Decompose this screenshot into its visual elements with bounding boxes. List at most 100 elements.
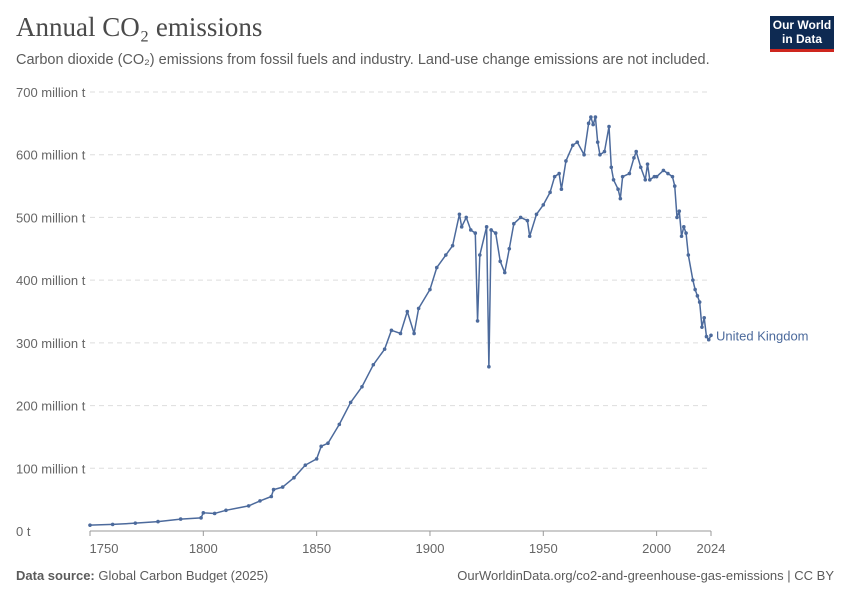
series-label: United Kingdom xyxy=(716,328,809,343)
data-point xyxy=(269,494,274,499)
data-point xyxy=(280,485,285,489)
data-point xyxy=(589,115,593,119)
data-point xyxy=(618,196,623,201)
data-point xyxy=(634,149,639,154)
data-point xyxy=(598,152,602,157)
data-point xyxy=(684,231,688,235)
data-point xyxy=(405,309,410,314)
data-point xyxy=(677,209,682,213)
data-point xyxy=(700,325,704,329)
x-tick-label: 1800 xyxy=(189,541,218,556)
x-tick-label: 1850 xyxy=(302,541,331,556)
data-point xyxy=(468,228,473,232)
data-point xyxy=(602,149,607,154)
data-point xyxy=(459,225,464,229)
data-point xyxy=(666,171,670,176)
data-point xyxy=(434,265,439,270)
data-point xyxy=(527,234,532,239)
data-point xyxy=(512,221,516,226)
data-point xyxy=(643,178,648,182)
x-tick-label: 1950 xyxy=(529,541,558,556)
data-point xyxy=(199,516,203,520)
data-point xyxy=(582,152,586,157)
data-point xyxy=(706,337,711,342)
data-point xyxy=(110,522,115,527)
data-point xyxy=(552,174,557,179)
y-tick-label: 100 million t xyxy=(16,461,86,476)
data-point xyxy=(473,231,478,235)
data-point xyxy=(593,115,598,119)
y-tick-label: 600 million t xyxy=(16,148,86,163)
data-point xyxy=(337,422,342,427)
data-point xyxy=(133,521,138,525)
data-point xyxy=(682,225,686,229)
data-point xyxy=(616,187,620,192)
data-point xyxy=(303,463,308,467)
data-point xyxy=(570,143,575,148)
series-line-united-kingdom xyxy=(89,116,712,526)
x-tick-label: 1750 xyxy=(90,541,119,556)
data-point xyxy=(314,457,319,461)
data-point xyxy=(591,122,595,127)
data-point xyxy=(360,384,364,389)
x-tick-label: 2024 xyxy=(697,541,726,556)
data-point xyxy=(559,187,564,192)
data-point xyxy=(670,174,675,179)
data-point xyxy=(697,300,702,304)
data-point xyxy=(246,504,251,508)
y-tick-label: 400 million t xyxy=(16,273,86,288)
x-tick-label: 1900 xyxy=(416,541,445,556)
data-point xyxy=(498,259,503,264)
data-point xyxy=(88,523,92,527)
footer-url[interactable]: OurWorldinData.org/co2-and-greenhouse-ga… xyxy=(457,568,834,583)
data-point xyxy=(638,165,643,170)
data-point xyxy=(586,121,591,126)
data-point xyxy=(389,328,394,333)
data-point xyxy=(319,444,323,449)
data-point xyxy=(464,215,469,220)
data-point xyxy=(704,334,709,339)
data-point xyxy=(686,253,691,257)
data-point xyxy=(475,319,480,323)
source-label: Data source: xyxy=(16,568,95,583)
chart-title: Annual CO₂ emissions xyxy=(16,12,263,42)
owid-logo[interactable]: Our World in Data xyxy=(770,16,834,52)
data-point xyxy=(489,228,493,232)
data-point xyxy=(382,347,387,351)
data-point xyxy=(416,306,421,311)
data-point xyxy=(212,511,217,516)
data-point xyxy=(632,156,636,160)
data-point xyxy=(693,287,697,292)
data-point xyxy=(557,171,561,176)
data-point xyxy=(398,331,403,336)
data-point xyxy=(627,171,632,176)
data-point xyxy=(412,331,416,336)
data-point xyxy=(564,159,568,163)
data-point xyxy=(541,203,546,207)
data-point xyxy=(271,487,276,492)
data-point xyxy=(679,234,684,239)
data-point xyxy=(371,363,376,367)
y-tick-label: 500 million t xyxy=(16,210,86,225)
data-point xyxy=(348,400,353,405)
y-tick-label: 0 t xyxy=(16,524,31,539)
source-value[interactable]: Global Carbon Budget (2025) xyxy=(98,568,269,583)
data-point xyxy=(611,178,616,182)
data-point xyxy=(457,212,462,217)
data-point xyxy=(672,184,677,188)
data-point xyxy=(654,174,659,179)
data-point xyxy=(444,253,448,257)
data-point xyxy=(702,315,707,320)
data-point xyxy=(326,441,330,446)
data-point xyxy=(493,231,498,235)
data-point xyxy=(525,218,530,223)
data-point xyxy=(450,243,455,248)
data-point xyxy=(258,499,262,503)
data-point xyxy=(224,508,228,513)
data-point xyxy=(645,162,650,166)
y-tick-label: 300 million t xyxy=(16,336,86,351)
x-tick-label: 2000 xyxy=(642,541,671,556)
y-tick-label: 200 million t xyxy=(16,399,86,414)
data-point xyxy=(675,215,679,220)
